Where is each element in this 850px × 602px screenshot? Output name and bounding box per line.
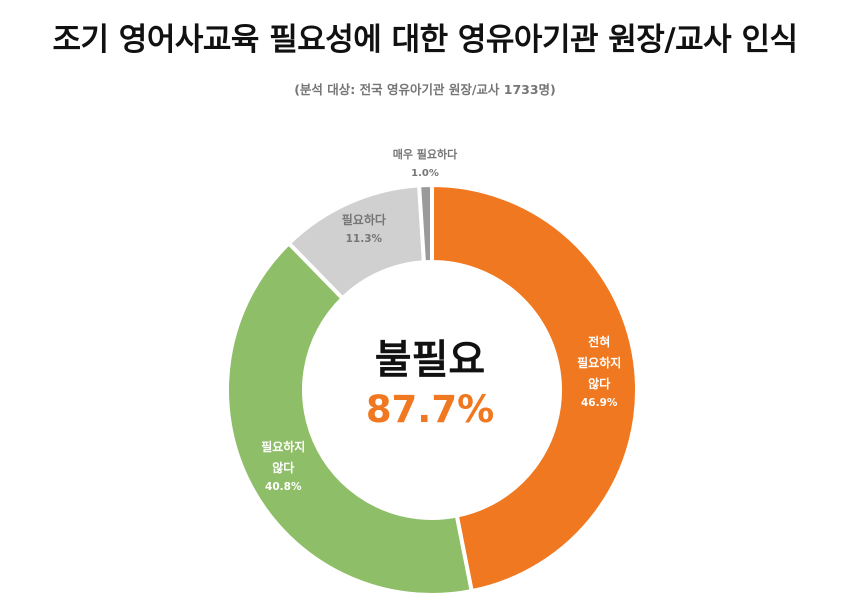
center-value: 87.7% <box>365 388 495 431</box>
slice-label-text: 않다 <box>272 460 294 475</box>
slice-label-text: 필요하다 <box>342 212 386 227</box>
slice-value-label: 1.0% <box>411 168 439 179</box>
donut-slice-전혀-필요하지-않다 <box>430 182 639 594</box>
slice-label-text: 전혀 <box>588 334 610 349</box>
slice-value-label: 46.9% <box>581 397 618 409</box>
slice-label-매우-필요하다: 매우 필요하다 1.0% <box>393 147 458 179</box>
donut-slice-매우-필요하다 <box>417 182 434 265</box>
donut-slice-필요하지-않다 <box>225 240 475 597</box>
chart-subtitle: (분석 대상: 전국 영유아기관 원장/교사 1733명) <box>294 82 556 97</box>
slice-label-text: 필요하지 <box>577 355 621 370</box>
slice-value-label: 40.8% <box>265 481 302 493</box>
slice-label-필요하다: 필요하다 11.3% <box>342 212 386 245</box>
slice-label-text: 않다 <box>588 376 610 391</box>
slice-value-label: 11.3% <box>346 233 383 245</box>
slice-label-text: 필요하지 <box>261 439 305 454</box>
slice-label-text: 매우 필요하다 <box>393 147 458 161</box>
center-label: 불필요 <box>374 337 486 383</box>
chart-title: 조기 영어사교육 필요성에 대한 영유아기관 원장/교사 인식 <box>52 22 798 58</box>
